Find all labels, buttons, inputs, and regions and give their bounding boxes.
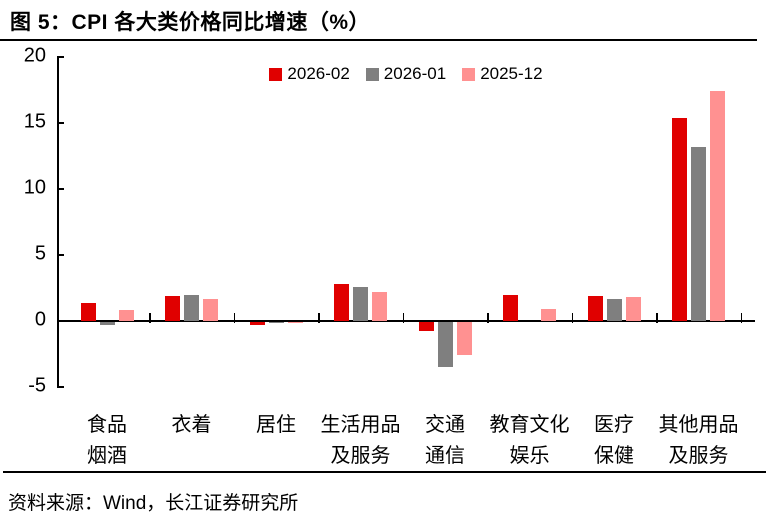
zero-line [57,320,755,322]
bar-2026-02-其他用品及服务 [672,117,688,321]
y-axis-tick [57,254,64,256]
y-axis-label-5: 5 [34,242,46,265]
source-note: 资料来源：Wind，长江证券研究所 [8,493,299,514]
bar-2026-02-教育文化娱乐 [503,294,519,321]
category-tick [656,313,658,323]
legend-swatch-icon [365,67,379,81]
bar-2025-12-居住 [287,322,303,324]
x-axis-label-1: 衣着 [171,414,212,436]
legend-swatch-icon [269,67,283,81]
y-axis-label--5: -5 [28,374,46,397]
category-tick [318,313,320,323]
bar-2026-01-衣着 [184,294,200,321]
category-tick [487,313,489,323]
y-axis-tick [57,386,64,388]
bar-2025-12-生活用品及服务 [372,291,388,321]
legend-label: 2026-01 [383,64,447,83]
bar-2026-02-衣着 [165,295,181,321]
bar-2026-01-居住 [268,322,284,324]
x-axis-label-5: 教育文化 [489,414,570,436]
figure-title: 图 5：CPI 各大类价格同比增速（%） [10,11,371,34]
legend-label: 2025-12 [480,64,543,83]
x-axis-label-7: 其他用品 [658,414,739,436]
y-axis-tick [57,56,64,58]
bar-2026-02-食品烟酒 [80,302,96,321]
legend-item-2026-01: 2026-01 [365,64,447,84]
bar-2025-12-衣着 [203,298,219,321]
y-axis-label-0: 0 [34,308,46,331]
category-tick [740,313,743,323]
y-axis-label-15: 15 [23,110,46,133]
x-axis-label-4: 通信 [425,445,466,467]
bar-2026-02-生活用品及服务 [334,284,350,321]
footer-divider [3,471,766,473]
title-divider [0,39,757,41]
bar-2025-12-交通通信 [456,322,472,355]
x-axis-label-2: 居住 [256,414,297,436]
x-axis-label-5: 娱乐 [509,445,550,467]
x-axis-label-4: 交通 [425,414,466,436]
legend-item-2025-12: 2025-12 [462,64,543,84]
x-axis-label-6: 医疗 [594,414,635,436]
bar-2026-01-其他用品及服务 [691,146,707,321]
bar-2026-01-食品烟酒 [99,322,115,325]
x-axis-label-0: 烟酒 [87,445,128,467]
legend-label: 2026-02 [287,64,350,83]
y-axis-tick [57,122,64,124]
x-axis-label-7: 及服务 [668,445,729,467]
y-axis-tick [57,188,64,190]
bar-2025-12-医疗保健 [625,297,641,321]
bar-2026-01-医疗保健 [606,298,622,321]
bar-2025-12-其他用品及服务 [710,91,726,321]
bar-2026-01-生活用品及服务 [353,286,369,321]
x-axis-label-6: 保健 [594,445,635,467]
chart-legend: 2026-02 2026-01 2025-12 [57,64,755,84]
x-axis-label-0: 食品 [87,414,128,436]
x-axis-label-3: 及服务 [330,445,391,467]
y-axis-label-20: 20 [23,44,46,67]
category-tick [402,313,405,323]
bar-2026-02-医疗保健 [587,295,603,321]
y-axis-label-10: 10 [23,176,46,199]
category-tick [571,313,574,323]
bar-2026-01-交通通信 [437,322,453,367]
bar-2025-12-食品烟酒 [118,310,134,321]
bar-2025-12-教育文化娱乐 [541,309,557,321]
legend-item-2026-02: 2026-02 [269,64,350,84]
bar-2026-02-交通通信 [418,322,434,332]
category-tick [233,313,236,323]
legend-swatch-icon [462,67,476,81]
x-axis-label-3: 生活用品 [320,414,401,436]
category-tick [149,313,151,323]
y-axis-line [57,57,59,387]
bar-2026-02-居住 [249,322,265,325]
